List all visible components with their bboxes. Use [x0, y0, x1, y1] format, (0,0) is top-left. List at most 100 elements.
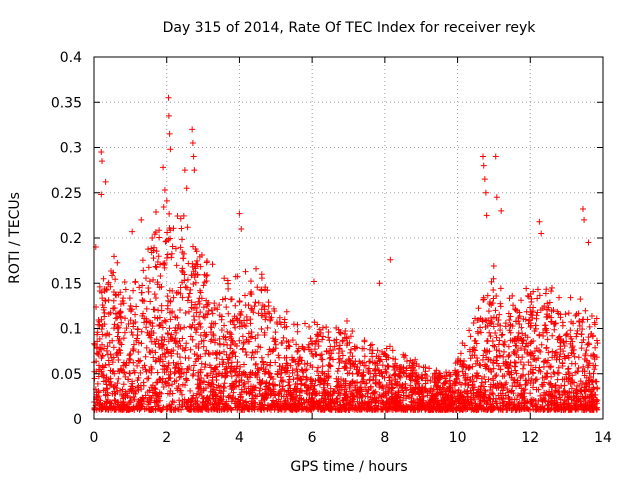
data-point	[234, 359, 241, 366]
data-point	[513, 342, 520, 349]
data-point	[183, 340, 190, 347]
data-point	[281, 387, 288, 394]
data-point	[538, 341, 545, 348]
x-tick-label: 10	[449, 430, 467, 446]
data-point	[128, 383, 135, 390]
data-point	[560, 338, 567, 345]
data-point	[118, 319, 125, 326]
data-point	[203, 278, 210, 285]
data-point	[258, 271, 265, 278]
data-point	[202, 361, 209, 368]
data-point	[95, 393, 102, 400]
data-point	[308, 375, 315, 382]
data-point	[163, 366, 170, 373]
data-point	[373, 380, 380, 387]
data-point	[277, 405, 284, 412]
data-point	[509, 387, 516, 394]
data-point	[136, 358, 143, 365]
data-point	[559, 392, 566, 399]
data-point	[376, 357, 383, 364]
data-point	[109, 359, 116, 366]
data-point	[162, 379, 169, 386]
data-point	[511, 350, 518, 357]
data-point	[166, 210, 173, 217]
data-point	[537, 348, 544, 355]
data-point	[255, 299, 262, 306]
data-point	[201, 364, 208, 371]
data-point	[552, 406, 559, 413]
data-point	[177, 244, 184, 251]
data-point	[514, 307, 521, 314]
data-point	[129, 228, 136, 235]
data-point	[286, 373, 293, 380]
data-point	[114, 322, 121, 329]
data-point	[507, 321, 514, 328]
data-point	[151, 306, 158, 313]
data-point	[150, 354, 157, 361]
data-point	[520, 387, 527, 394]
data-point	[455, 356, 462, 363]
data-point	[385, 362, 392, 369]
data-point	[533, 406, 540, 413]
data-point	[544, 370, 551, 377]
data-point	[177, 290, 184, 297]
data-point	[178, 406, 185, 413]
data-point	[179, 345, 186, 352]
data-point	[549, 384, 556, 391]
data-point	[314, 321, 321, 328]
data-point	[165, 349, 172, 356]
data-point	[181, 324, 188, 331]
data-point	[493, 334, 500, 341]
data-point	[397, 405, 404, 412]
data-point	[319, 336, 326, 343]
data-point	[513, 396, 520, 403]
data-point	[561, 382, 568, 389]
x-tick-label: 12	[521, 430, 539, 446]
data-point	[489, 338, 496, 345]
data-point	[117, 313, 124, 320]
data-point	[325, 373, 332, 380]
data-point	[521, 396, 528, 403]
data-point	[471, 315, 478, 322]
data-point	[586, 360, 593, 367]
data-point	[275, 391, 282, 398]
data-point	[122, 286, 129, 293]
data-point	[538, 230, 545, 237]
data-point	[155, 253, 162, 260]
data-point	[268, 314, 275, 321]
data-point	[590, 370, 597, 377]
data-point	[349, 380, 356, 387]
data-point	[490, 295, 497, 302]
data-point	[178, 267, 185, 274]
data-point	[396, 400, 403, 407]
data-point	[158, 337, 165, 344]
data-point	[521, 389, 528, 396]
data-point	[216, 335, 223, 342]
data-point	[501, 338, 508, 345]
data-point	[254, 284, 261, 291]
data-point	[237, 363, 244, 370]
data-point	[141, 362, 148, 369]
data-point	[594, 340, 601, 347]
data-point	[109, 272, 116, 279]
data-point	[574, 383, 581, 390]
y-tick-label: 0.4	[60, 50, 82, 66]
data-point	[460, 372, 467, 379]
data-point	[449, 394, 456, 401]
data-point	[168, 254, 175, 261]
y-tick-label: 0.3	[60, 141, 82, 157]
data-point	[209, 374, 216, 381]
data-point	[354, 370, 361, 377]
x-tick-label: 8	[380, 430, 389, 446]
data-point	[493, 347, 500, 354]
data-point	[561, 343, 568, 350]
data-point	[98, 354, 105, 361]
data-point	[488, 320, 495, 327]
data-point	[522, 332, 529, 339]
data-point	[493, 353, 500, 360]
data-point	[237, 312, 244, 319]
data-point	[486, 391, 493, 398]
data-point	[490, 287, 497, 294]
data-point	[482, 363, 489, 370]
data-point	[140, 398, 147, 405]
